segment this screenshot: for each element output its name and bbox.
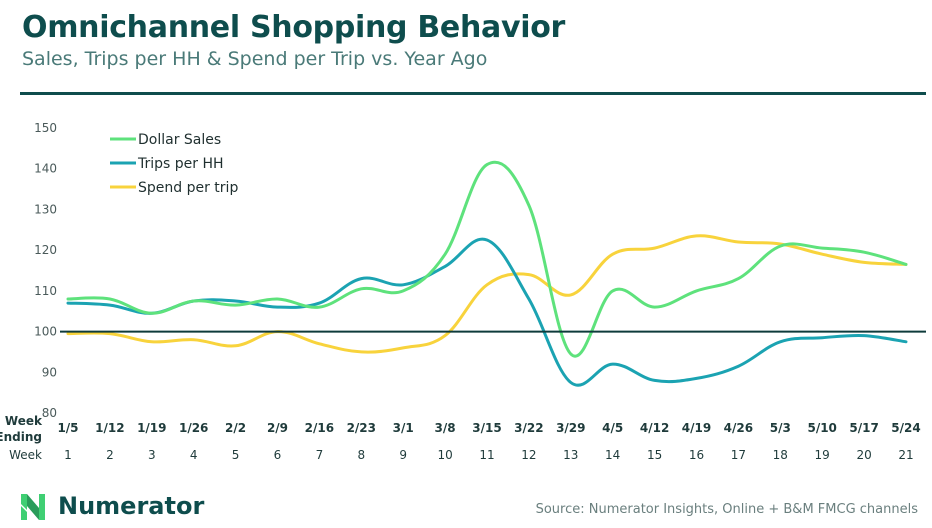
x-tick-label: 5/24 <box>891 421 920 435</box>
page-subtitle: Sales, Trips per HH & Spend per Trip vs.… <box>22 48 488 70</box>
x-tick-label: 2/23 <box>347 421 376 435</box>
x-tick-label: 3/8 <box>435 421 456 435</box>
x-tick-label: 4/5 <box>602 421 623 435</box>
week-number-label: 3 <box>148 448 156 462</box>
row-label-week-ending: Week <box>5 414 43 428</box>
week-number-label: 21 <box>898 448 913 462</box>
x-tick-label: 2/9 <box>267 421 288 435</box>
week-number-label: 14 <box>605 448 620 462</box>
week-number-label: 18 <box>773 448 788 462</box>
y-tick-label: 130 <box>34 202 57 216</box>
week-number-label: 13 <box>563 448 578 462</box>
x-tick-label: 3/22 <box>514 421 543 435</box>
week-number-label: 7 <box>316 448 324 462</box>
week-number-label: 8 <box>357 448 365 462</box>
y-tick-label: 90 <box>42 365 57 379</box>
week-number-label: 5 <box>232 448 240 462</box>
x-tick-label: 5/10 <box>807 421 836 435</box>
x-tick-label: 2/16 <box>305 421 334 435</box>
series-line-dollar-sales <box>66 160 908 358</box>
x-tick-label: 4/26 <box>724 421 753 435</box>
week-number-label: 1 <box>64 448 72 462</box>
legend-label: Dollar Sales <box>138 132 221 148</box>
week-number-label: 16 <box>689 448 704 462</box>
x-tick-label: 3/29 <box>556 421 585 435</box>
y-tick-label: 120 <box>34 243 57 257</box>
header-divider <box>20 92 926 95</box>
x-tick-label: 1/26 <box>179 421 208 435</box>
source-note: Source: Numerator Insights, Online + B&M… <box>535 502 918 517</box>
x-tick-label: 3/15 <box>472 421 501 435</box>
week-number-label: 6 <box>274 448 282 462</box>
y-tick-label: 140 <box>34 162 57 176</box>
y-tick-label: 110 <box>34 284 57 298</box>
week-number-label: 12 <box>521 448 536 462</box>
row-label-week-ending: Ending <box>0 430 42 444</box>
week-number-label: 19 <box>815 448 830 462</box>
x-tick-label: 2/2 <box>225 421 246 435</box>
y-tick-label: 150 <box>34 121 57 135</box>
legend-label: Trips per HH <box>137 156 224 172</box>
week-number-label: 11 <box>479 448 494 462</box>
y-tick-label: 100 <box>34 325 57 339</box>
x-tick-label: 3/1 <box>393 421 414 435</box>
brand-name: Numerator <box>58 492 205 520</box>
week-number-label: 15 <box>647 448 662 462</box>
week-number-label: 17 <box>731 448 746 462</box>
legend-label: Spend per trip <box>138 180 238 196</box>
y-tick-label: 80 <box>42 406 57 420</box>
x-tick-label: 4/12 <box>640 421 669 435</box>
series-line-trips-per-hh <box>66 237 908 387</box>
x-tick-label: 1/12 <box>95 421 124 435</box>
x-tick-label: 1/19 <box>137 421 166 435</box>
week-number-label: 20 <box>856 448 871 462</box>
row-label-week: Week <box>9 448 42 462</box>
x-tick-label: 1/5 <box>57 421 78 435</box>
series-line-spend-per-trip <box>66 234 908 354</box>
numerator-logo-icon <box>21 494 45 520</box>
x-tick-label: 5/17 <box>849 421 878 435</box>
week-number-label: 9 <box>399 448 407 462</box>
x-tick-label: 5/3 <box>770 421 791 435</box>
page-title: Omnichannel Shopping Behavior <box>22 10 566 45</box>
week-number-label: 10 <box>437 448 452 462</box>
week-number-label: 2 <box>106 448 114 462</box>
x-tick-label: 4/19 <box>682 421 711 435</box>
week-number-label: 4 <box>190 448 198 462</box>
